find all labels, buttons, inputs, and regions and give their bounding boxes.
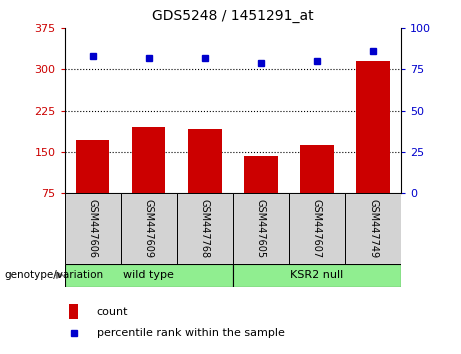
Bar bbox=[76, 140, 109, 193]
Bar bbox=[65, 264, 233, 287]
Text: wild type: wild type bbox=[123, 270, 174, 280]
Text: genotype/variation: genotype/variation bbox=[5, 270, 104, 280]
Bar bbox=[188, 129, 222, 193]
Bar bbox=[121, 193, 177, 264]
Bar bbox=[244, 156, 278, 193]
Bar bbox=[300, 145, 334, 193]
Bar bbox=[69, 304, 78, 319]
Bar bbox=[345, 193, 401, 264]
Bar bbox=[233, 193, 289, 264]
Text: KSR2 null: KSR2 null bbox=[290, 270, 343, 280]
Bar bbox=[132, 127, 165, 193]
Bar bbox=[65, 193, 121, 264]
Text: GDS5248 / 1451291_at: GDS5248 / 1451291_at bbox=[152, 9, 313, 23]
Text: GSM447749: GSM447749 bbox=[368, 199, 378, 258]
Bar bbox=[177, 193, 233, 264]
Text: count: count bbox=[97, 307, 128, 316]
Text: GSM447607: GSM447607 bbox=[312, 199, 322, 258]
Text: GSM447609: GSM447609 bbox=[144, 199, 154, 258]
Bar bbox=[289, 193, 345, 264]
Text: GSM447605: GSM447605 bbox=[256, 199, 266, 258]
Text: percentile rank within the sample: percentile rank within the sample bbox=[97, 328, 285, 338]
Text: GSM447606: GSM447606 bbox=[88, 199, 98, 258]
Bar bbox=[356, 61, 390, 193]
Text: GSM447768: GSM447768 bbox=[200, 199, 210, 258]
Bar bbox=[233, 264, 401, 287]
